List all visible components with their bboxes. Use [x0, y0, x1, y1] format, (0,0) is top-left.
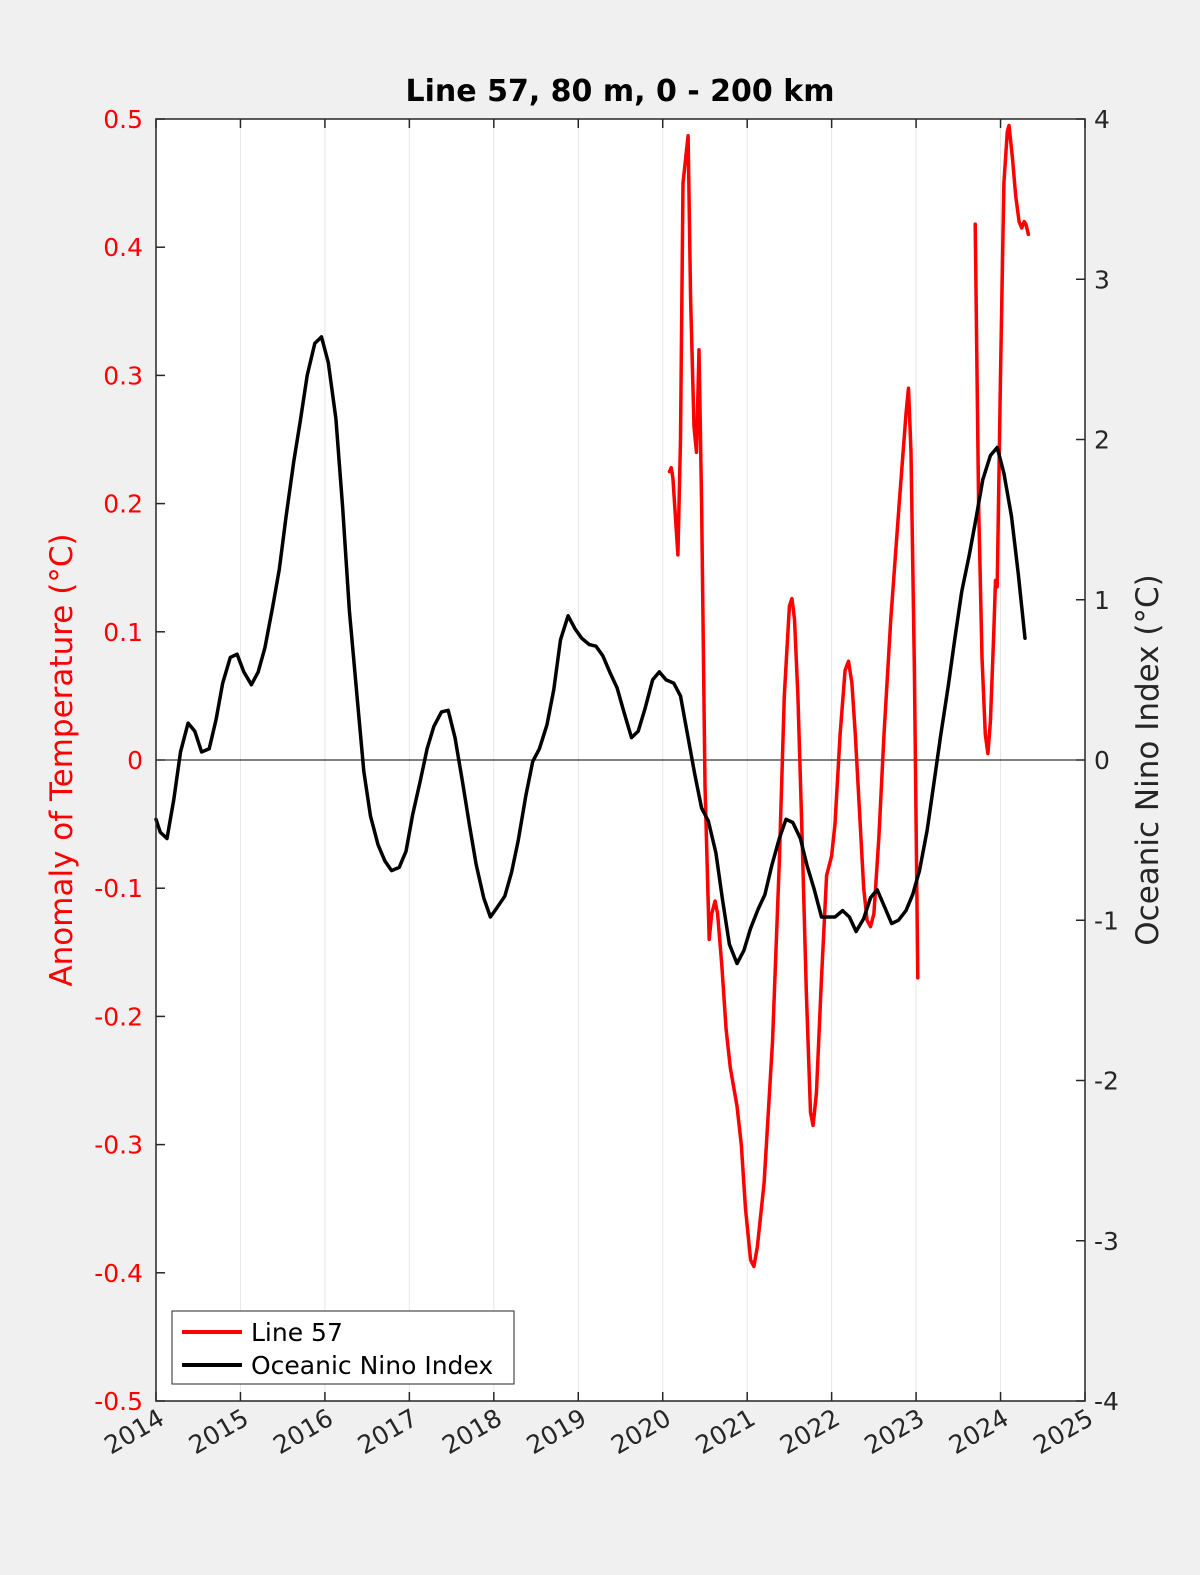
y-left-tick-label: -0.2 [94, 1002, 143, 1031]
y-right-tick-label: 1 [1094, 586, 1110, 615]
y-right-tick-label: -3 [1094, 1227, 1119, 1256]
y-left-tick-label: -0.5 [94, 1387, 143, 1416]
legend-oni-label: Oceanic Nino Index [251, 1351, 493, 1380]
y-left-tick-label: 0.4 [103, 233, 143, 262]
y-left-tick-label: -0.1 [94, 874, 143, 903]
y-axis-right-label: Oceanic Nino Index (°C) [1130, 574, 1166, 945]
line-57-series [973, 123, 1031, 756]
y-left-tick-label: 0.2 [103, 490, 143, 519]
y-left-tick-label: 0.1 [103, 618, 143, 647]
y-right-tick-label: -4 [1094, 1387, 1119, 1416]
y-left-tick-label: -0.4 [94, 1259, 143, 1288]
y-left-tick-label: 0.5 [103, 105, 143, 134]
legend-box [171, 1310, 515, 1385]
y-left-tick-label: 0.3 [103, 361, 143, 390]
y-right-tick-label: -2 [1094, 1067, 1119, 1096]
y-right-tick-label: -1 [1094, 906, 1119, 935]
legend: Line 57 Oceanic Nino Index [171, 1310, 515, 1385]
y-left-tick-label: 0 [127, 746, 143, 775]
y-right-tick-label: 4 [1094, 105, 1110, 134]
y-right-tick-label: 0 [1094, 746, 1110, 775]
series-group [154, 123, 1031, 1269]
chart-title: Line 57, 80 m, 0 - 200 km [406, 74, 835, 109]
y-right-tick-label: 2 [1094, 426, 1110, 455]
y-axis-left-label: Anomaly of Temperature (°C) [44, 533, 80, 986]
y-right-tick-label: 3 [1094, 265, 1110, 294]
y-left-tick-label: -0.3 [94, 1131, 143, 1160]
line-57-series [667, 133, 920, 1269]
oni-series [154, 335, 1027, 966]
tick-marks [155, 118, 1086, 1402]
legend-line-57-label: Line 57 [251, 1318, 343, 1347]
